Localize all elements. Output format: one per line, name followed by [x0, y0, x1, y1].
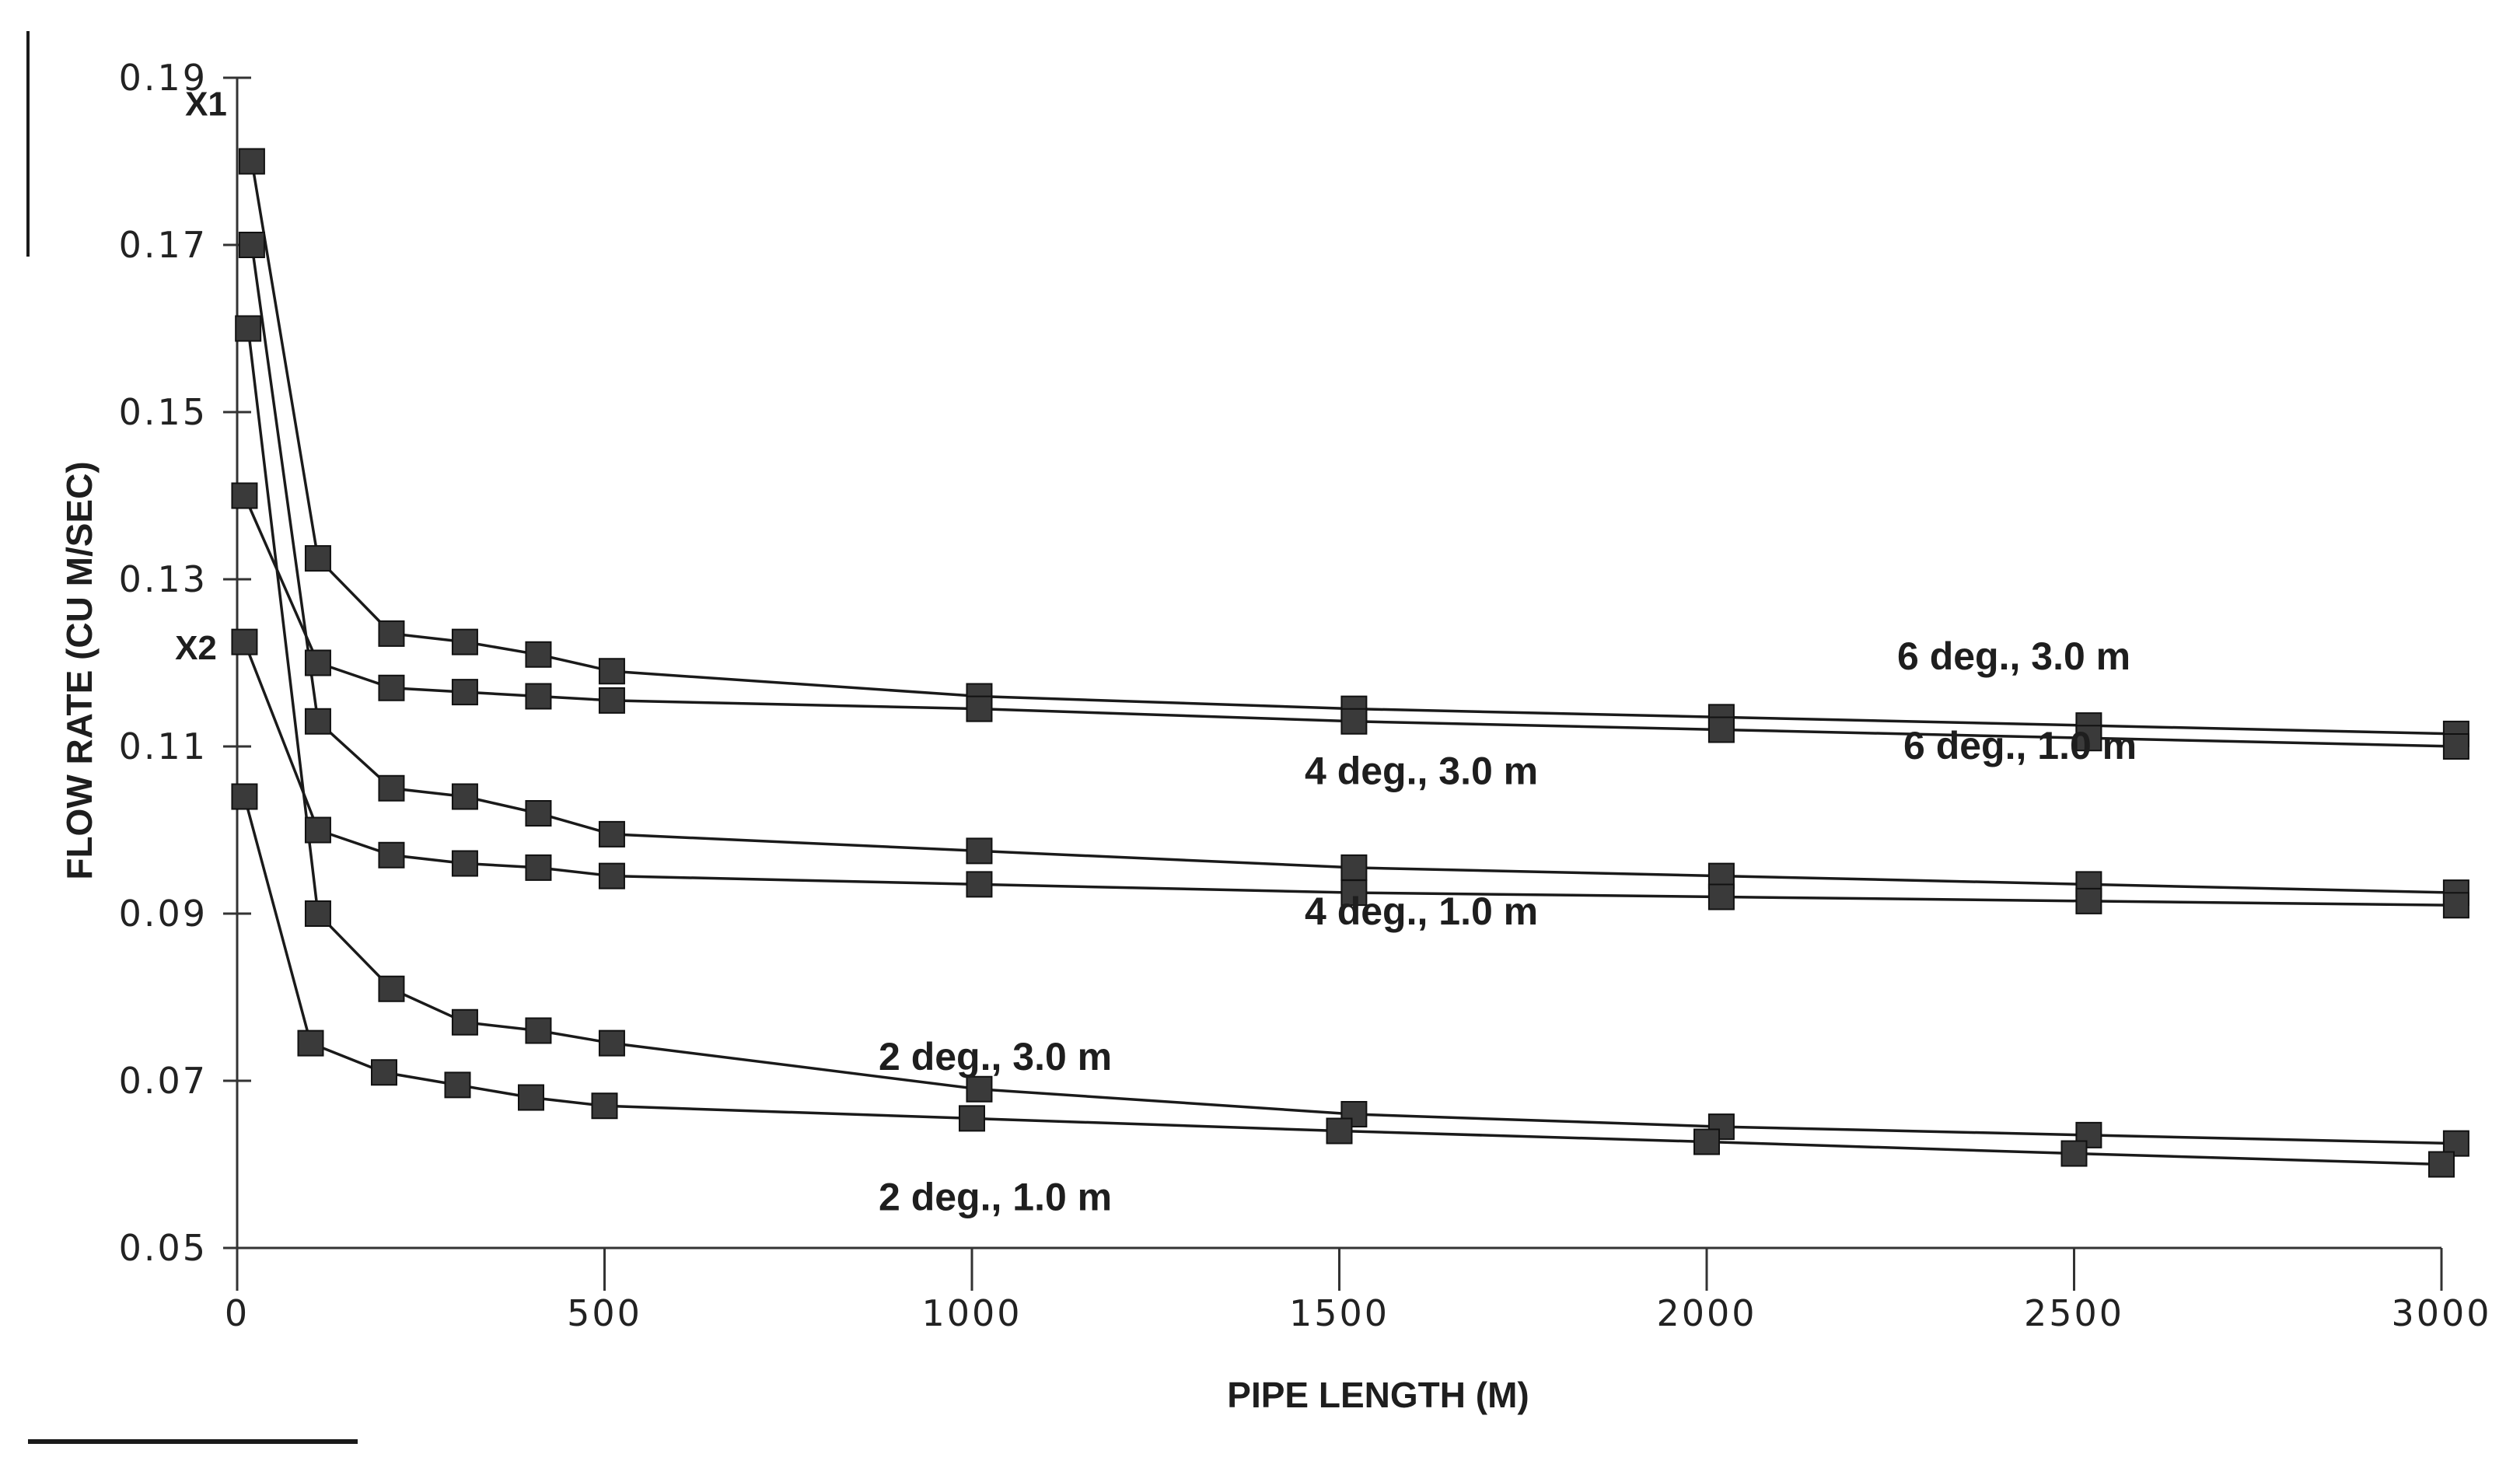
- data-point-marker: [378, 841, 405, 869]
- data-point-marker: [598, 1029, 625, 1057]
- data-point-marker: [966, 695, 993, 722]
- data-point-marker: [297, 1029, 324, 1057]
- y-tick-label: 0.09: [119, 893, 208, 935]
- data-point-marker: [235, 315, 262, 342]
- x2-marker-label: X2: [175, 629, 217, 667]
- x-axis-title: PIPE LENGTH (M): [1227, 1375, 1529, 1415]
- data-point-marker: [2442, 892, 2469, 919]
- x-tick-label: 3000: [2391, 1292, 2491, 1334]
- x-tick-label: 0: [225, 1292, 250, 1334]
- data-point-marker: [451, 783, 478, 810]
- data-point-marker: [598, 820, 625, 848]
- data-point-marker: [378, 975, 405, 1002]
- data-point-marker: [451, 679, 478, 706]
- data-point-marker: [1707, 716, 1735, 743]
- data-point-marker: [451, 628, 478, 655]
- data-point-marker: [1707, 883, 1735, 911]
- data-point-marker: [1693, 1128, 1720, 1155]
- series-label-6deg-3m: 6 deg., 3.0 m: [1897, 634, 2130, 678]
- data-point-marker: [2075, 1121, 2102, 1148]
- data-point-marker: [598, 658, 625, 685]
- data-point-marker: [1340, 708, 1368, 735]
- x-axis-ticks: 0 500 1000 1500 2000 2500 3000: [225, 1248, 2491, 1334]
- data-point-marker: [231, 783, 258, 810]
- data-point-marker: [451, 850, 478, 877]
- data-point-marker: [231, 628, 258, 655]
- data-point-marker: [966, 837, 993, 865]
- data-point-marker: [2060, 1140, 2088, 1167]
- data-point-marker: [525, 800, 552, 827]
- data-point-marker: [371, 1059, 397, 1086]
- data-point-marker: [451, 1008, 478, 1036]
- data-point-marker: [959, 1105, 985, 1132]
- y-tick-label: 0.19: [119, 57, 208, 99]
- data-point-marker: [591, 1092, 618, 1120]
- data-point-marker: [238, 232, 265, 258]
- series-line-2: [250, 244, 2456, 894]
- data-point-marker: [2428, 1151, 2455, 1178]
- y-tick-label: 0.05: [119, 1227, 208, 1269]
- data-point-marker: [378, 774, 405, 802]
- x1-marker-label: X1: [185, 85, 227, 123]
- data-point-marker: [444, 1071, 471, 1099]
- x-tick-label: 2000: [1656, 1292, 1756, 1334]
- data-point-marker: [2075, 725, 2102, 752]
- series-label-4deg-3m: 4 deg., 3.0 m: [1305, 749, 1538, 792]
- series-label-2deg-1m: 2 deg., 1.0 m: [879, 1176, 1112, 1219]
- y-tick-label: 0.11: [119, 725, 208, 767]
- data-point-marker: [525, 854, 552, 881]
- data-point-marker: [304, 900, 331, 927]
- y-tick-label: 0.07: [119, 1060, 208, 1102]
- series-label-4deg-1m: 4 deg., 1.0 m: [1305, 890, 1538, 933]
- data-point-marker: [525, 683, 552, 710]
- data-point-marker: [1340, 879, 1368, 907]
- y-tick-label: 0.15: [119, 391, 208, 433]
- data-point-marker: [231, 482, 258, 509]
- data-point-marker: [304, 545, 331, 572]
- data-point-marker: [598, 687, 625, 714]
- data-point-marker: [304, 708, 331, 735]
- y-tick-label: 0.13: [119, 558, 208, 600]
- data-point-marker: [304, 816, 331, 844]
- series-labels: 6 deg., 3.0 m 6 deg., 1.0 m 4 deg., 3.0 …: [879, 634, 2137, 1219]
- data-point-marker: [378, 620, 405, 647]
- data-point-marker: [598, 862, 625, 890]
- data-point-marker: [966, 1075, 993, 1103]
- series-label-2deg-3m: 2 deg., 3.0 m: [879, 1035, 1112, 1078]
- data-point-marker: [378, 674, 405, 701]
- data-point-marker: [518, 1084, 544, 1111]
- data-point-marker: [966, 871, 993, 898]
- data-point-marker: [304, 649, 331, 676]
- x-tick-label: 1500: [1289, 1292, 1389, 1334]
- data-point-marker: [2075, 887, 2102, 914]
- data-point-marker: [2442, 733, 2469, 760]
- x-tick-label: 500: [567, 1292, 642, 1334]
- x-tick-label: 2500: [2024, 1292, 2124, 1334]
- x-tick-label: 1000: [921, 1292, 1022, 1334]
- series-label-6deg-1m: 6 deg., 1.0 m: [1903, 724, 2137, 767]
- y-axis-ticks: 0.05 0.07 0.09 0.11 0.13 0.15 0.17 0.19: [119, 57, 251, 1269]
- data-point-marker: [525, 1017, 552, 1044]
- series-markers: [231, 148, 2469, 1178]
- y-tick-label: 0.17: [119, 224, 208, 266]
- data-point-marker: [238, 148, 265, 175]
- data-point-marker: [1326, 1117, 1353, 1145]
- y-axis-title: FLOW RATE (CU M/SEC): [59, 461, 100, 879]
- data-point-marker: [1340, 854, 1368, 881]
- data-point-marker: [525, 641, 552, 668]
